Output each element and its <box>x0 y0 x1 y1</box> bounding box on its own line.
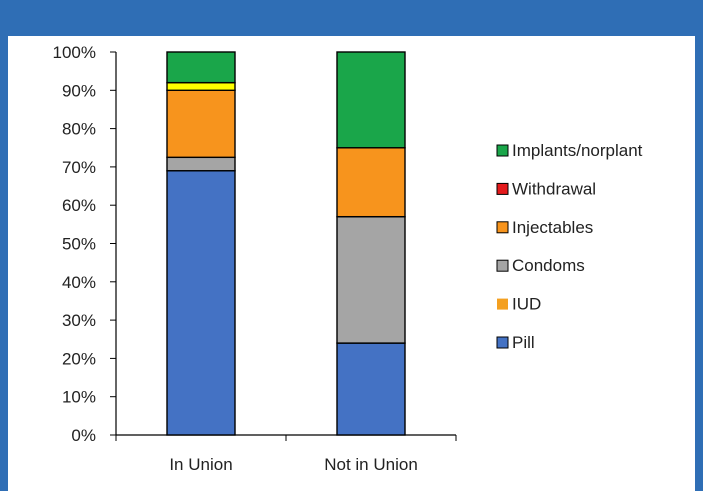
y-tick-label: 80% <box>62 120 96 139</box>
y-tick-label: 10% <box>62 388 96 407</box>
y-tick-label: 100% <box>53 43 96 62</box>
bar-segment <box>166 156 236 172</box>
y-tick-label: 30% <box>62 311 96 330</box>
legend-swatch <box>496 221 509 234</box>
y-tick-label: 0% <box>71 426 96 445</box>
legend-swatch <box>496 182 509 195</box>
legend-swatch <box>497 298 508 310</box>
bar-segment <box>336 215 406 344</box>
legend-swatch <box>496 259 509 272</box>
bar-segment <box>336 342 406 436</box>
legend-label: IUD <box>512 295 541 314</box>
legend-label: Withdrawal <box>512 179 596 198</box>
legend-label: Pill <box>512 333 535 352</box>
y-tick-label: 40% <box>62 273 96 292</box>
y-tick-label: 50% <box>62 235 96 254</box>
chart-title-bar <box>0 0 703 36</box>
legend-label: Implants/norplant <box>512 141 643 160</box>
legend-label: Injectables <box>512 218 593 237</box>
chart-axes: 0% 10% 20% 30% 40% 50% 60% 70% 80% 90% 100% In Unio… <box>53 43 457 474</box>
legend-swatch <box>496 144 509 157</box>
bar-segment <box>166 89 236 159</box>
legend-swatch <box>496 336 509 349</box>
y-tick-label: 60% <box>62 196 96 215</box>
bar-segment <box>336 147 406 218</box>
chart-legend: Implants/norplant Withdrawal Injectables Co… <box>496 141 643 352</box>
x-category-label: In Union <box>169 455 232 474</box>
bar-segment <box>166 81 236 91</box>
legend-label: Condoms <box>512 256 585 275</box>
x-category-label: Not in Union <box>324 455 418 474</box>
bar-segment <box>336 51 406 149</box>
y-tick-label: 90% <box>62 81 96 100</box>
chart-bars <box>166 51 406 436</box>
y-tick-label: 20% <box>62 349 96 368</box>
bar-segment <box>166 170 236 436</box>
bar-segment <box>166 51 236 84</box>
y-tick-label: 70% <box>62 158 96 177</box>
